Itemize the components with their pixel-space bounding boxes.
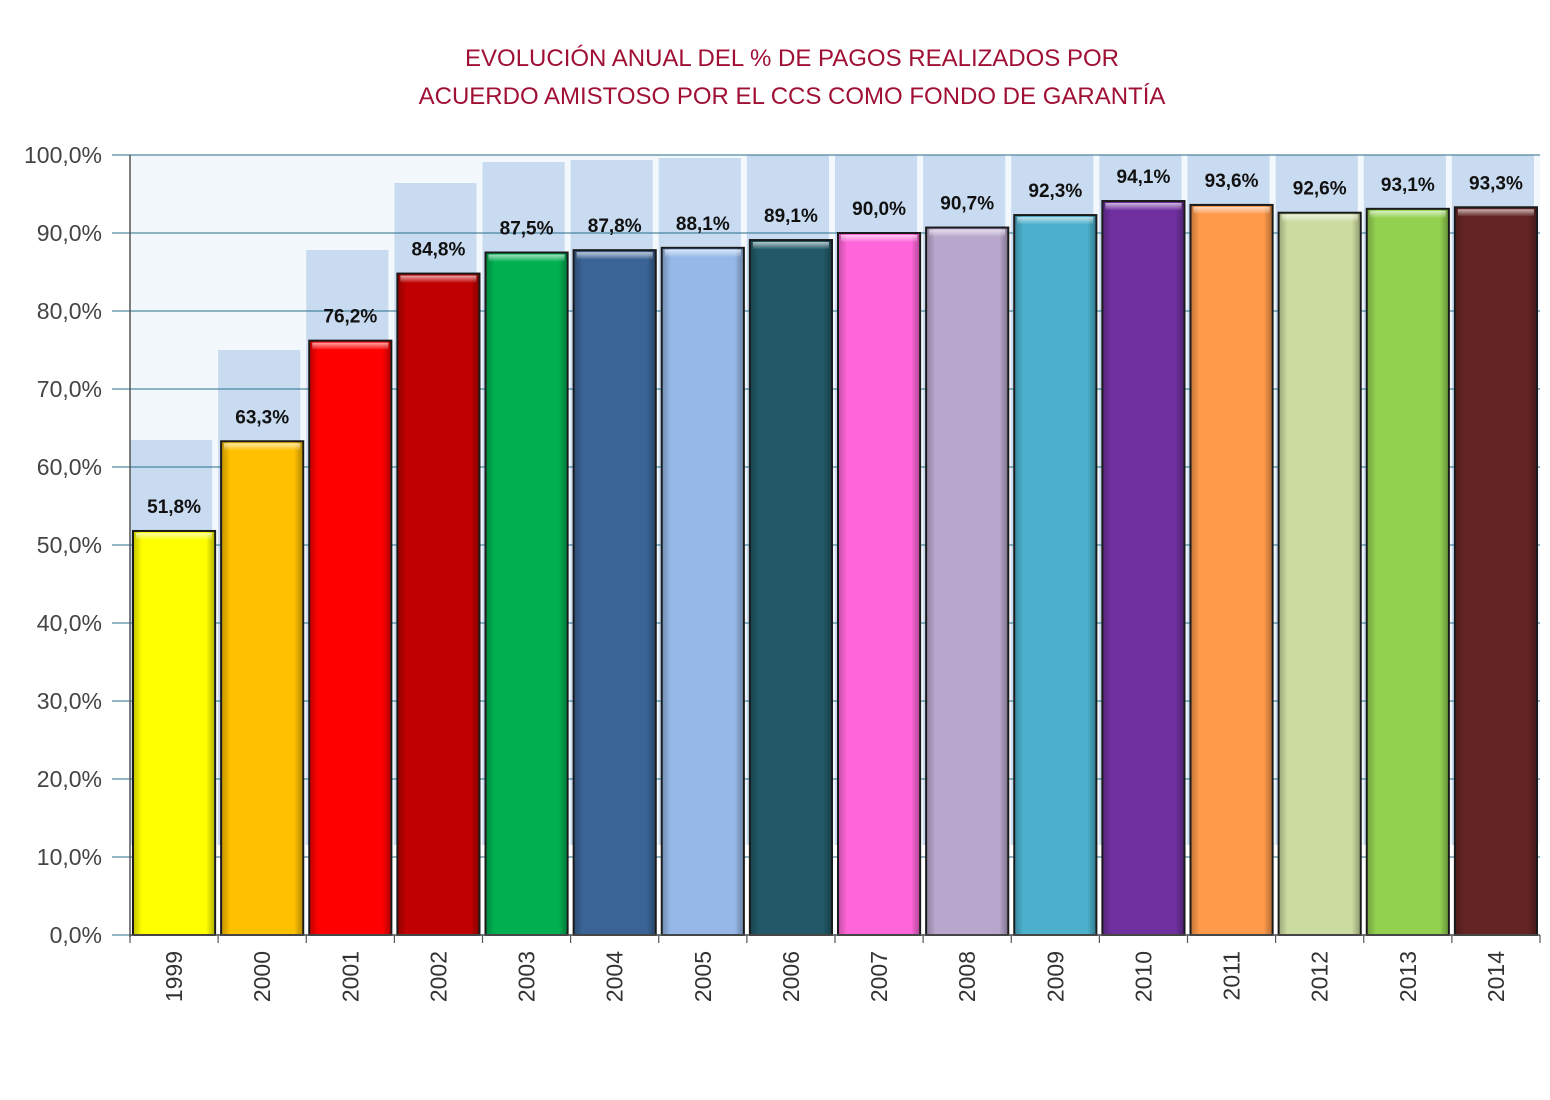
bar-highlight	[1017, 217, 1094, 225]
bar-shading	[1015, 216, 1096, 934]
bar-highlight	[136, 532, 213, 540]
bar-highlight	[1281, 214, 1358, 222]
y-tick-label: 50,0%	[37, 532, 102, 558]
x-tick-label: 2006	[778, 951, 804, 1002]
y-tick-label: 30,0%	[37, 688, 102, 714]
y-tick-label: 60,0%	[37, 454, 102, 480]
bar-shading	[398, 274, 479, 934]
bar-shading	[1279, 213, 1360, 935]
x-tick-label: 2001	[337, 951, 363, 1002]
data-label: 94,1%	[1117, 167, 1171, 188]
bar-shading	[1455, 208, 1536, 934]
y-tick-label: 10,0%	[37, 844, 102, 870]
x-tick-label: 2010	[1130, 951, 1156, 1002]
bar-shading	[1191, 205, 1272, 935]
data-label: 93,1%	[1381, 175, 1435, 196]
y-tick-label: 90,0%	[37, 220, 102, 246]
bar-shading	[662, 248, 743, 934]
data-label: 90,0%	[852, 199, 906, 220]
data-label: 92,6%	[1293, 179, 1347, 200]
x-tick-label: 2008	[954, 951, 980, 1002]
x-tick-label: 2003	[514, 951, 540, 1002]
x-tick-label: 2007	[866, 951, 892, 1002]
bar-highlight	[400, 275, 477, 283]
bar-highlight	[1369, 210, 1446, 218]
data-label: 93,3%	[1469, 173, 1523, 194]
y-tick-label: 100,0%	[24, 142, 102, 168]
bar-shading	[486, 253, 567, 934]
data-label: 93,6%	[1205, 171, 1259, 192]
data-label: 51,8%	[147, 497, 201, 518]
bars	[132, 200, 1538, 937]
bar-shading	[839, 234, 920, 934]
x-tick-label: 2002	[425, 951, 451, 1002]
x-tick-label: 2014	[1483, 951, 1509, 1002]
bar-shading	[310, 341, 391, 934]
bar-highlight	[224, 443, 301, 451]
bar-highlight	[664, 249, 741, 257]
bar-highlight	[929, 229, 1006, 237]
x-tick-label: 2013	[1395, 951, 1421, 1002]
bar-shading	[927, 228, 1008, 935]
chart-title: EVOLUCIÓN ANUAL DEL % DE PAGOS REALIZADO…	[0, 40, 1550, 116]
bar-highlight	[312, 342, 389, 350]
data-label: 63,3%	[235, 407, 289, 428]
bar-shading	[134, 531, 215, 934]
bar-shading	[1367, 209, 1448, 934]
data-label: 90,7%	[940, 194, 994, 215]
data-label: 89,1%	[764, 206, 818, 227]
x-tick-label: 2012	[1307, 951, 1333, 1002]
bar-shading	[750, 241, 831, 934]
data-label: 87,8%	[588, 216, 642, 237]
chart-title-line-1: EVOLUCIÓN ANUAL DEL % DE PAGOS REALIZADO…	[465, 45, 1119, 72]
bar-highlight	[488, 254, 565, 262]
x-tick-label: 2009	[1042, 951, 1068, 1002]
data-label: 84,8%	[412, 240, 466, 261]
chart-title-line-2: ACUERDO AMISTOSO POR EL CCS COMO FONDO D…	[418, 83, 1166, 110]
bar-highlight	[841, 235, 918, 242]
bar-highlight	[1193, 206, 1270, 214]
data-labels: 51,8% 63,3% 76,2% 84,8% 87,5% 87,8% 88,1% 89,1%…	[147, 167, 1523, 518]
data-label: 88,1%	[676, 214, 730, 235]
x-tick-label: 2005	[690, 951, 716, 1002]
y-tick-label: 70,0%	[37, 376, 102, 402]
data-label: 87,5%	[500, 219, 554, 240]
y-tick-label: 20,0%	[37, 766, 102, 792]
x-axis: 1999 2000 2001 2002 2003 2004 2005 2006 2007 2008…	[129, 934, 1541, 1002]
y-axis: 0,0% 10,0% 20,0% 30,0% 40,0% 50,0% 60,0% 70,0% 8…	[24, 142, 131, 948]
x-tick-label: 1999	[161, 951, 187, 1002]
bar-shading	[1103, 202, 1184, 934]
x-tick-label: 2000	[249, 951, 275, 1002]
x-tick-label: 2011	[1219, 951, 1245, 1000]
bar-highlight	[1105, 203, 1182, 211]
data-label: 76,2%	[323, 307, 377, 328]
bar-shading	[222, 442, 303, 934]
bar-shading	[574, 251, 655, 934]
bar-highlight	[576, 252, 653, 260]
x-tick-label: 2004	[602, 951, 628, 1002]
bar-highlight	[1457, 209, 1534, 217]
bar-highlight	[752, 242, 829, 250]
y-tick-label: 80,0%	[37, 298, 102, 324]
data-label: 92,3%	[1028, 181, 1082, 202]
y-tick-label: 40,0%	[37, 610, 102, 636]
y-tick-label: 0,0%	[50, 922, 102, 948]
